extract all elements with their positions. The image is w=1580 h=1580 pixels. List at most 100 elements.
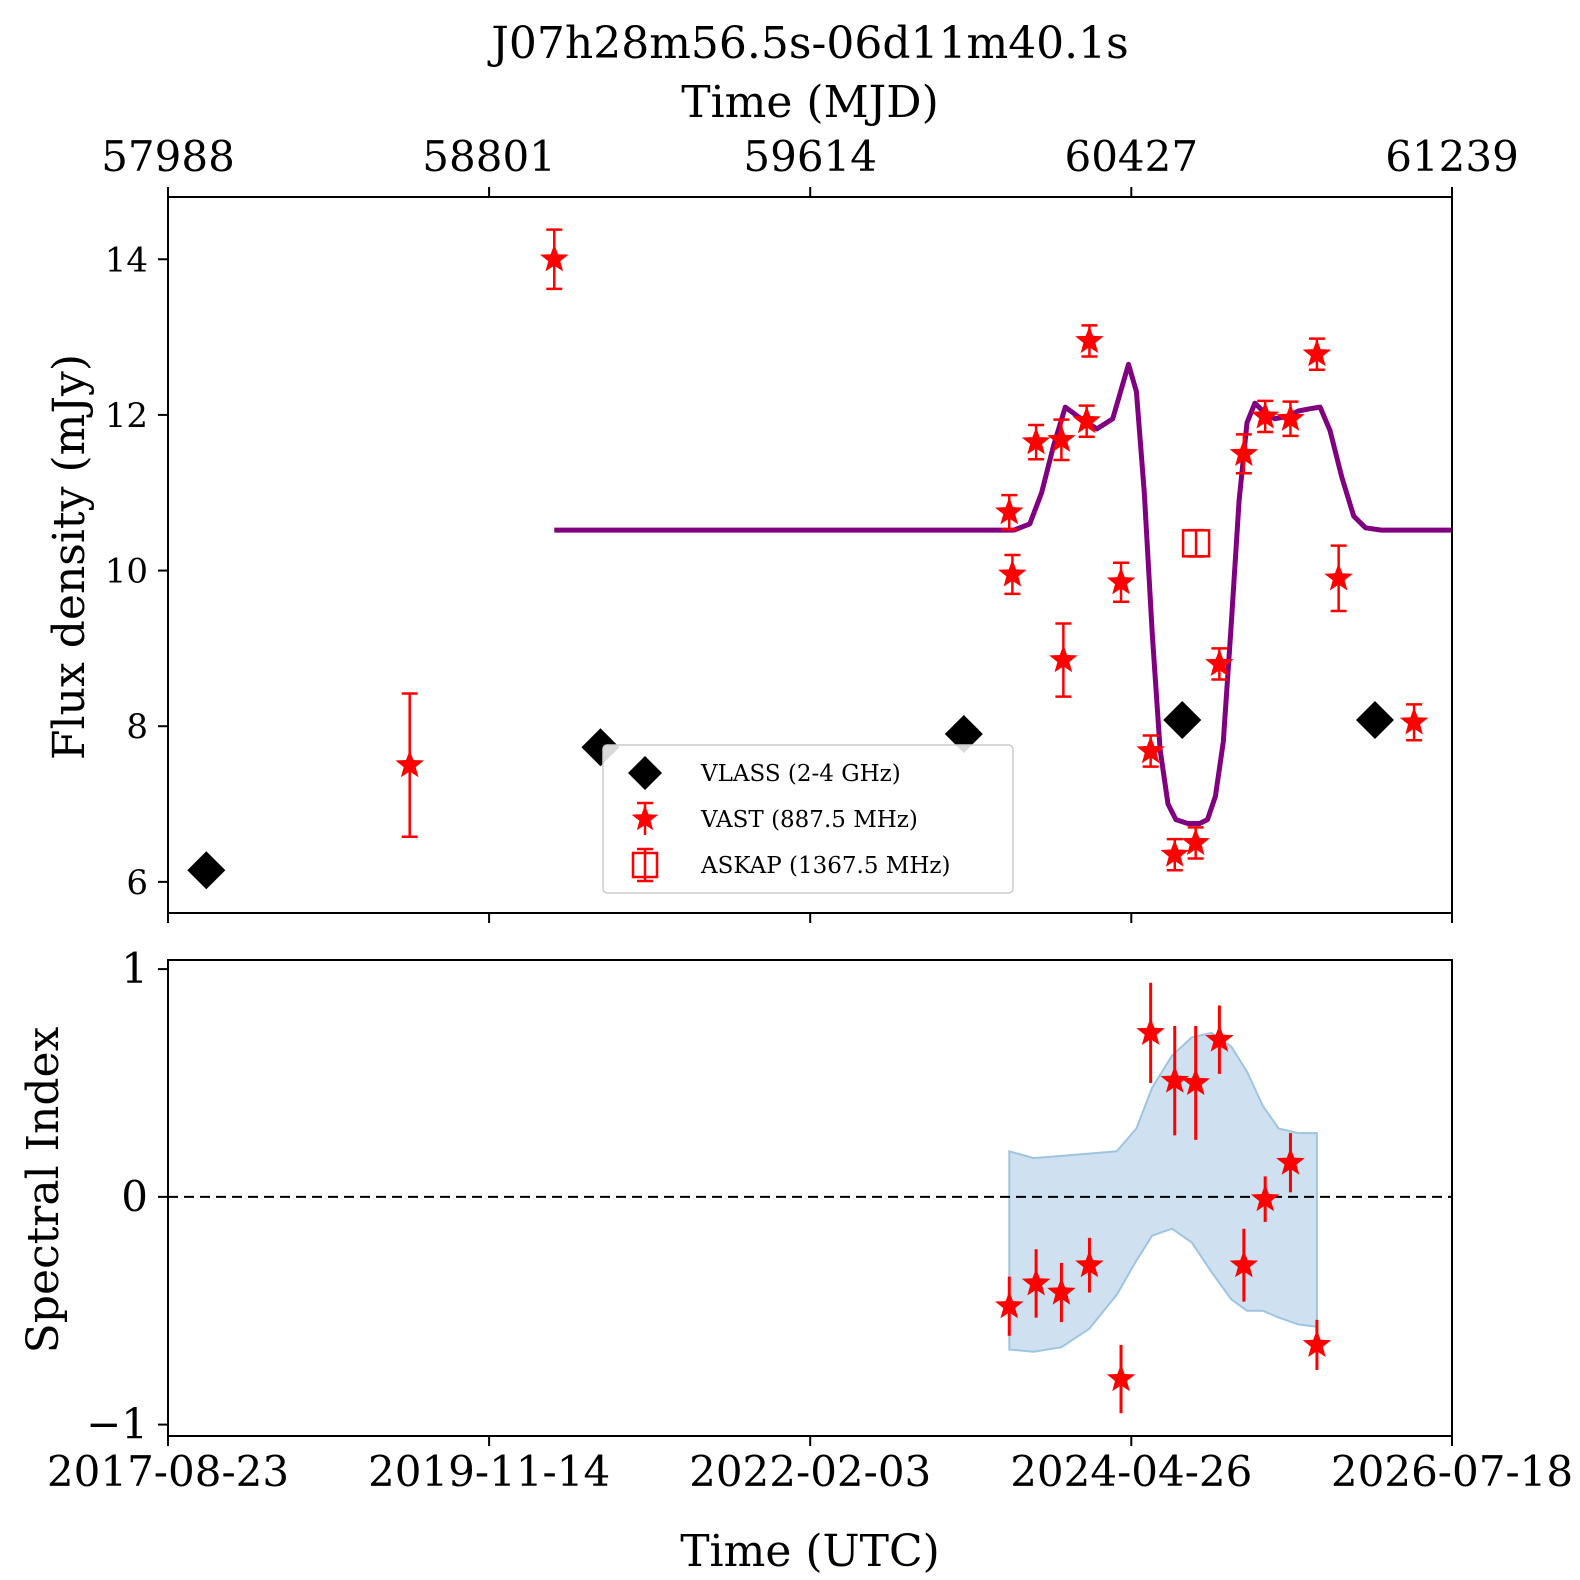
legend-square-marker <box>631 851 659 879</box>
data-point <box>998 553 1027 596</box>
data-point <box>1181 528 1211 558</box>
data-point <box>1072 404 1101 438</box>
top-axis-label: Time (MJD) <box>681 77 938 128</box>
spectral-index-marker <box>1136 1017 1165 1045</box>
data-point <box>1276 400 1305 438</box>
data-point <box>1324 544 1353 613</box>
y-tick-label: 14 <box>105 240 148 280</box>
top-x-tick-label: 59614 <box>743 132 877 181</box>
data-point <box>1229 433 1259 475</box>
y-tick-label: 0 <box>121 1172 148 1221</box>
spectral-index-marker <box>995 1291 1024 1319</box>
x-tick-label: 2026-07-18 <box>1331 1447 1573 1496</box>
data-point <box>1047 418 1076 462</box>
vast-marker <box>998 559 1027 587</box>
y-tick-label: 10 <box>105 552 148 592</box>
top-x-tick-label: 61239 <box>1385 132 1519 181</box>
x-tick-label: 2017-08-23 <box>47 1447 289 1496</box>
y-tick-label: 1 <box>121 944 148 993</box>
data-point <box>1250 1176 1280 1222</box>
spectral-index-marker <box>1047 1277 1076 1305</box>
data-point <box>1136 734 1165 768</box>
y-tick-label: 6 <box>126 863 148 903</box>
legend-label: ASKAP (1367.5 MHz) <box>700 853 950 879</box>
data-point <box>1160 837 1189 872</box>
data-point <box>1205 647 1234 681</box>
x-tick-label: 2024-04-26 <box>1010 1447 1252 1496</box>
spectral-index-marker <box>1205 1024 1234 1052</box>
data-point <box>995 493 1024 531</box>
vast-marker <box>1072 406 1101 434</box>
legend: VLASS (2-4 GHz) VAST (887.5 MHz) ASKAP (13… <box>602 744 1014 894</box>
data-point <box>1163 700 1202 739</box>
spectral-index-marker <box>1160 1065 1189 1093</box>
data-point <box>1136 982 1165 1083</box>
vast-marker <box>1399 707 1429 735</box>
data-point <box>944 715 983 753</box>
vast-marker <box>1075 326 1104 354</box>
data-point <box>1106 1344 1136 1414</box>
chart-title: J07h28m56.5s-06d11m40.1s <box>487 18 1129 69</box>
vast-marker <box>1181 828 1210 856</box>
vlass-marker <box>1163 700 1202 739</box>
top-x-tick-label: 58801 <box>422 132 556 181</box>
vast-marker <box>1021 427 1051 455</box>
data-point <box>1021 1249 1051 1318</box>
spectral-index-marker <box>1021 1268 1051 1296</box>
vast-marker <box>1047 424 1076 452</box>
spectral-index-marker <box>1229 1250 1259 1278</box>
vast-marker <box>1106 567 1136 595</box>
data-point <box>995 1276 1024 1336</box>
x-tick-label: 2022-02-03 <box>689 1447 931 1496</box>
legend-label: VAST (887.5 MHz) <box>700 807 918 833</box>
data-point <box>540 228 569 291</box>
x-tick-label: 2019-11-14 <box>368 1447 610 1496</box>
spectral-index-marker <box>1106 1364 1136 1392</box>
vast-marker <box>1160 839 1189 867</box>
data-point <box>1205 1005 1234 1074</box>
vast-marker <box>395 750 424 778</box>
data-point <box>1302 337 1332 372</box>
data-point <box>1049 622 1078 698</box>
vast-marker <box>1229 438 1259 466</box>
flux-density-plot: 6 8 10 12 14 57988 58801 59614 60427 61239 <box>101 132 1519 923</box>
y-tick-label: 12 <box>105 396 148 436</box>
vast-marker <box>1324 563 1353 591</box>
data-point <box>1047 1262 1076 1323</box>
vast-marker <box>1250 401 1280 429</box>
askap-marker <box>1181 529 1211 558</box>
y-tick-label: 8 <box>126 707 148 747</box>
data-point <box>1021 423 1051 461</box>
legend-label: VLASS (2-4 GHz) <box>700 761 901 787</box>
legend-box <box>602 744 1014 894</box>
data-point <box>1302 1319 1332 1370</box>
data-point <box>1276 1133 1305 1193</box>
vast-marker <box>1136 736 1165 764</box>
data-point <box>1075 324 1104 358</box>
vast-marker <box>1276 403 1305 431</box>
spectral-index-marker <box>1181 1068 1210 1096</box>
flux-axis-label: Flux density (mJy) <box>44 354 95 760</box>
data-point <box>187 851 226 890</box>
data-point <box>1075 1237 1104 1293</box>
legend-entry: VLASS (2-4 GHz) <box>628 756 901 790</box>
spectral-index-marker <box>1302 1329 1332 1357</box>
spectral-index-axis-label: Spectral Index <box>18 1026 69 1353</box>
data-point <box>1229 1228 1259 1302</box>
vlass-marker <box>944 715 983 753</box>
vlass-marker <box>187 851 226 890</box>
data-point <box>1250 399 1280 434</box>
vast-marker <box>995 497 1024 525</box>
data-point <box>1181 1026 1210 1140</box>
spectral-index-marker <box>1075 1250 1104 1278</box>
top-x-tick-label: 57988 <box>101 132 235 181</box>
legend-entry: ASKAP (1367.5 MHz) <box>631 847 950 883</box>
confidence-band <box>1008 1031 1318 1353</box>
vast-marker <box>1205 649 1234 677</box>
data-point <box>1399 703 1429 742</box>
data-point <box>1160 1026 1189 1136</box>
data-point <box>1181 826 1210 860</box>
spectral-index-marker <box>1250 1184 1280 1212</box>
legend-diamond-marker <box>628 756 662 790</box>
